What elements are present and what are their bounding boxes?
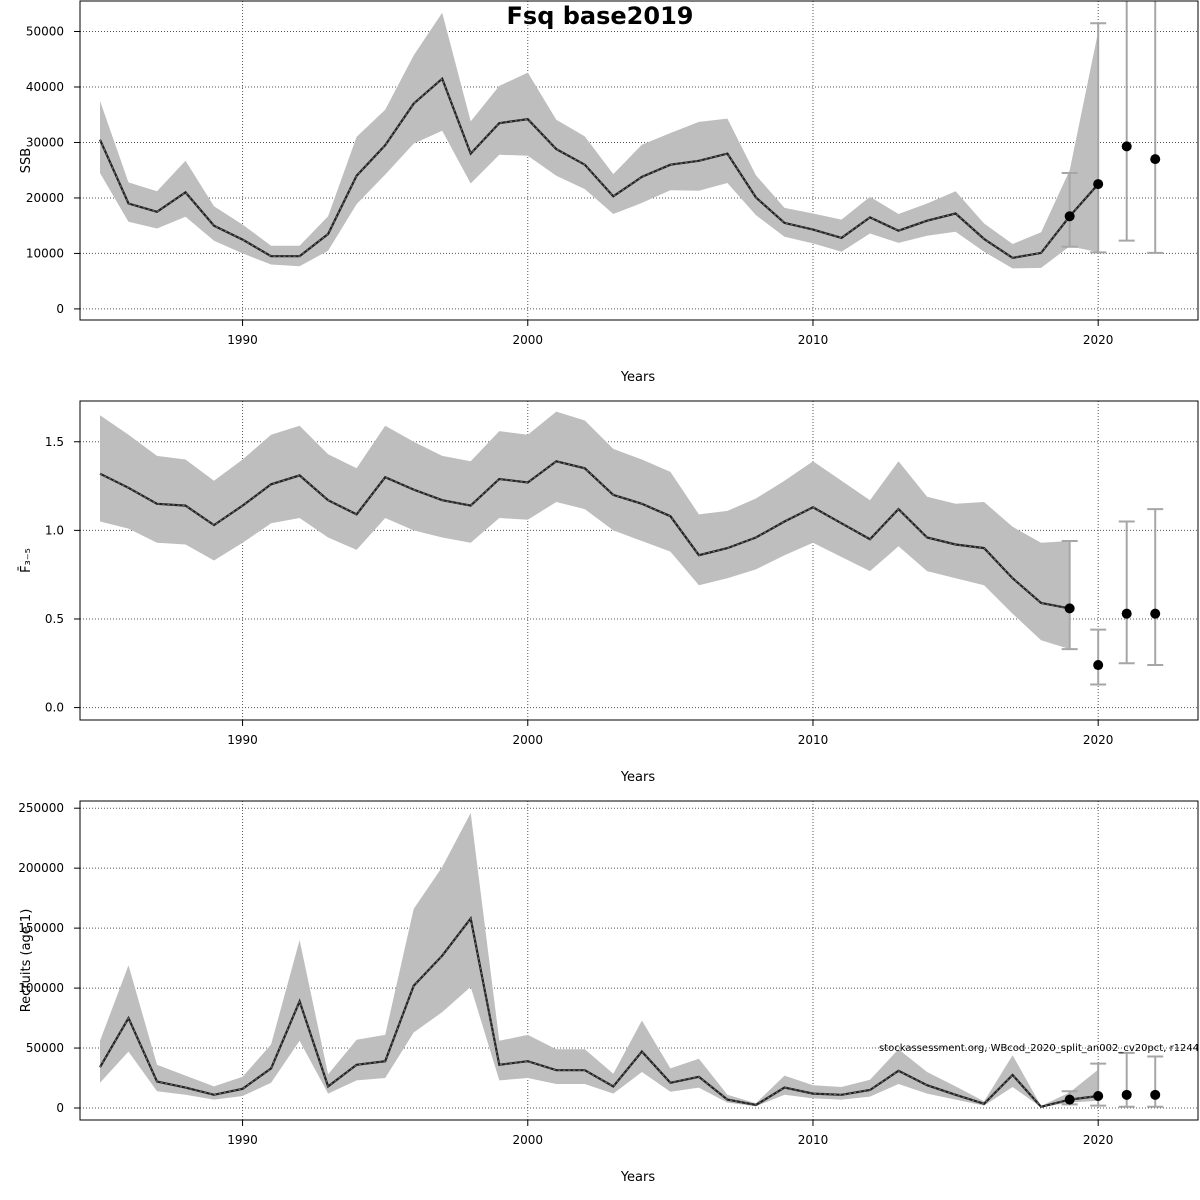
point-2020 xyxy=(1093,179,1104,190)
x-tick-label: 2020 xyxy=(1083,733,1114,747)
y-tick-label: 50000 xyxy=(26,25,64,39)
x-tick-label: 2000 xyxy=(512,733,543,747)
x-tick-label: 2010 xyxy=(798,733,829,747)
point-2021 xyxy=(1121,141,1132,152)
y-tick-label: 30000 xyxy=(26,135,64,149)
y-tick-label: 200000 xyxy=(18,861,64,875)
plot-frame xyxy=(79,400,1199,721)
x-tick-label: 2010 xyxy=(798,333,829,347)
point-2021 xyxy=(1121,608,1132,619)
panel-ssb: 1990 2000 2010 2020 0 10000 20000 30000 40000 500… xyxy=(19,0,1199,385)
y-axis-label: F̄₃₋₅ xyxy=(19,548,34,573)
y-tick-label: 10000 xyxy=(26,246,64,260)
x-tick-label: 2020 xyxy=(1083,333,1114,347)
confidence-band xyxy=(100,411,1070,650)
y-tick-label: 20000 xyxy=(26,191,64,205)
y-tick-label: 250000 xyxy=(18,801,64,815)
point-2020 xyxy=(1093,1091,1104,1102)
point-2022 xyxy=(1150,1089,1161,1100)
y-tick-label: 0.5 xyxy=(45,612,64,626)
y-axis-label: SSB xyxy=(19,148,34,173)
point-2020 xyxy=(1093,660,1104,671)
point-2022 xyxy=(1150,154,1161,165)
point-2021 xyxy=(1121,1089,1132,1100)
x-tick-label: 1990 xyxy=(227,1133,258,1147)
point-2022 xyxy=(1150,608,1161,619)
plot-frame xyxy=(79,800,1199,1121)
panel-recruits: 1990 2000 2010 2020 0 50000 100000 150000 200000… xyxy=(18,800,1199,1185)
x-tick-label: 2000 xyxy=(512,333,543,347)
point-2019 xyxy=(1064,211,1075,222)
x-tick-label: 1990 xyxy=(227,333,258,347)
y-tick-label: 1.0 xyxy=(45,523,64,537)
y-tick-label: 0 xyxy=(56,302,64,316)
chart-title: Fsq base2019 xyxy=(507,2,694,30)
source-note: stockassessment.org, WBcod_2020_split_an… xyxy=(879,1043,1200,1054)
x-tick-label: 2000 xyxy=(512,1133,543,1147)
panels: 1990 2000 2010 2020010000200003000040000500… xyxy=(18,0,1199,1185)
confidence-band xyxy=(100,813,1099,1108)
x-axis-label: Years xyxy=(620,1170,656,1185)
y-tick-label: 40000 xyxy=(26,80,64,94)
estimate-line xyxy=(98,76,1100,260)
plot-frame xyxy=(79,0,1199,321)
y-tick-label: 100000 xyxy=(18,981,64,995)
y-tick-label: 150000 xyxy=(18,921,64,935)
point-2019 xyxy=(1064,603,1075,614)
y-tick-label: 1.5 xyxy=(45,435,64,449)
panel-f: 1990 2000 2010 2020 0.0 0.5 1.0 1.5 Years F̄₃₋₅ xyxy=(19,400,1199,785)
y-axis-label: Recruits (age 1) xyxy=(19,909,34,1013)
y-tick-label: 0 xyxy=(56,1101,64,1115)
x-axis-label: Years xyxy=(620,770,656,785)
x-tick-label: 1990 xyxy=(227,733,258,747)
point-2019 xyxy=(1064,1094,1075,1105)
estimate-line xyxy=(99,915,1099,1109)
y-tick-label: 50000 xyxy=(26,1041,64,1055)
x-tick-label: 2010 xyxy=(798,1133,829,1147)
x-axis-label: Years xyxy=(620,370,656,385)
confidence-band xyxy=(100,12,1099,269)
x-tick-label: 2020 xyxy=(1083,1133,1114,1147)
y-tick-label: 0.0 xyxy=(45,701,64,715)
estimate-line-dashes xyxy=(99,460,1070,609)
